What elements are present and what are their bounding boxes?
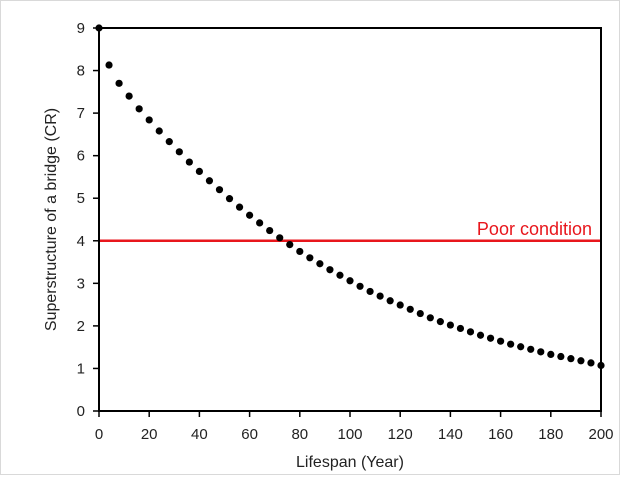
y-tick-label: 2 — [77, 318, 85, 335]
x-tick-label: 200 — [588, 426, 613, 443]
y-tick-label: 4 — [77, 233, 85, 250]
x-axis-title: Lifespan (Year) — [296, 454, 404, 471]
data-point — [155, 127, 163, 135]
y-tick-label: 3 — [77, 275, 85, 292]
data-point — [205, 177, 214, 185]
data-point — [215, 186, 224, 194]
x-tick-label: 160 — [488, 426, 513, 443]
data-point — [366, 287, 374, 296]
plot-area-border — [98, 27, 602, 412]
data-point — [426, 314, 434, 322]
x-tick-label: 140 — [438, 426, 463, 443]
x-tick-label: 100 — [337, 426, 362, 443]
data-point — [135, 105, 143, 113]
x-tick-label: 80 — [291, 426, 308, 443]
y-tick-label: 6 — [77, 148, 85, 165]
data-point — [446, 321, 454, 329]
data-point — [416, 309, 424, 318]
data-point — [306, 254, 314, 262]
data-point — [376, 292, 384, 300]
x-tick-label: 120 — [388, 426, 413, 443]
data-point — [406, 305, 414, 313]
x-tick-label: 40 — [191, 426, 208, 443]
data-point — [396, 301, 404, 309]
data-point — [316, 260, 324, 268]
y-axis-title: Superstructure of a bridge (CR) — [43, 108, 60, 331]
data-point — [235, 203, 244, 211]
poor-condition-label: Poor condition — [477, 219, 592, 239]
data-point — [436, 318, 444, 326]
data-point — [527, 345, 535, 353]
data-point — [225, 195, 234, 203]
data-point — [246, 211, 254, 219]
data-point — [286, 241, 294, 249]
data-point — [567, 355, 575, 363]
y-tick-label: 1 — [77, 360, 85, 377]
data-point — [145, 116, 153, 124]
data-point — [507, 340, 515, 348]
x-tick-label: 20 — [141, 426, 158, 443]
x-tick-label: 0 — [95, 426, 103, 443]
data-point — [195, 167, 203, 176]
data-point — [296, 247, 304, 256]
chart-frame — [0, 0, 620, 475]
data-point — [125, 92, 133, 100]
data-point — [276, 234, 284, 242]
data-point — [537, 348, 545, 356]
data-point — [175, 148, 183, 156]
data-point — [326, 266, 334, 274]
data-point — [115, 79, 123, 87]
y-tick-label: 0 — [77, 403, 85, 420]
data-point — [587, 359, 595, 367]
data-point — [466, 328, 475, 336]
data-point — [486, 334, 495, 342]
y-tick-label: 7 — [77, 105, 85, 122]
y-tick-label: 9 — [77, 20, 85, 37]
data-point — [476, 331, 485, 339]
data-point — [346, 277, 354, 285]
data-point — [256, 219, 264, 227]
data-point — [185, 158, 193, 166]
data-points — [95, 24, 605, 370]
data-point — [386, 297, 394, 305]
data-point — [356, 282, 364, 290]
data-point — [557, 352, 565, 361]
data-point — [577, 357, 585, 365]
data-point — [517, 343, 525, 351]
x-tick-label: 60 — [241, 426, 258, 443]
data-point — [547, 350, 555, 359]
y-tick-label: 5 — [77, 190, 85, 207]
data-point — [456, 324, 465, 333]
data-point — [497, 337, 505, 345]
data-point — [336, 271, 344, 279]
data-point — [266, 226, 274, 235]
x-tick-label: 180 — [538, 426, 563, 443]
data-point — [105, 61, 113, 69]
data-point — [165, 138, 173, 146]
tick-layer: 0 20 40 60 80 100 120 140 160 180 200 0 1 2 3 4 5 6 7 8 9 — [77, 20, 614, 443]
y-tick-label: 8 — [77, 63, 85, 80]
